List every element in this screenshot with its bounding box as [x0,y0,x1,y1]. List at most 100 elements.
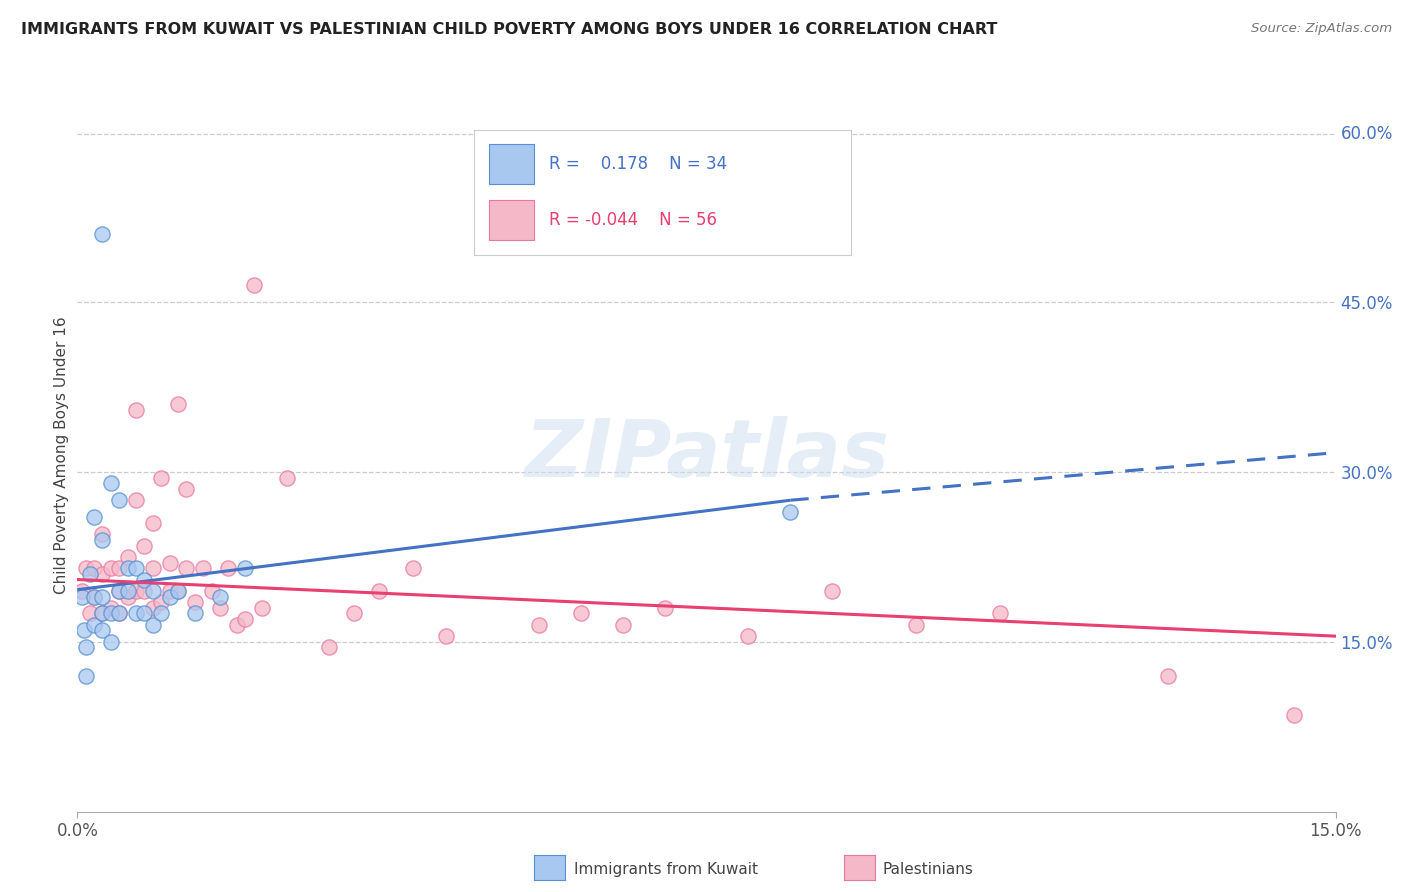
Point [276,470,298,484]
Point [233,561,256,575]
Point [436,629,458,643]
Point [569,607,592,621]
Point [100,561,122,575]
Point [108,607,131,621]
Point [91,624,114,638]
Point [233,612,256,626]
Point [343,607,366,621]
Point [91,566,114,581]
Point [125,583,148,598]
Point [100,476,122,491]
Point [108,561,131,575]
Point [108,493,131,508]
Bar [489,144,534,184]
Point [125,493,148,508]
Text: R =    0.178    N = 34: R = 0.178 N = 34 [550,155,727,173]
Point [91,590,114,604]
Point [167,583,190,598]
Bar [489,200,534,240]
Point [150,595,173,609]
Y-axis label: Child Poverty Among Boys Under 16: Child Poverty Among Boys Under 16 [53,316,69,594]
Point [117,583,139,598]
Point [142,583,165,598]
Point [1282,708,1305,723]
Text: Palestinians: Palestinians [883,863,974,877]
Point [142,516,165,530]
Point [200,583,222,598]
Point [134,539,156,553]
Point [83,617,105,632]
Point [117,561,139,575]
Point [167,397,190,411]
Point [100,600,122,615]
Point [159,590,181,604]
Point [91,227,114,241]
Point [108,607,131,621]
Point [91,607,114,621]
Point [402,561,425,575]
Point [191,561,215,575]
Point [176,482,198,496]
Point [108,583,131,598]
Point [117,590,139,604]
Point [250,600,273,615]
Text: Source: ZipAtlas.com: Source: ZipAtlas.com [1251,22,1392,36]
Point [83,510,105,524]
Point [208,590,231,604]
Point [150,470,173,484]
Point [184,607,207,621]
Point [91,527,114,541]
Point [125,607,148,621]
Point [159,556,181,570]
Point [125,561,148,575]
Point [73,624,96,638]
Point [318,640,340,655]
Point [125,402,148,417]
Point [79,566,101,581]
Text: Immigrants from Kuwait: Immigrants from Kuwait [574,863,758,877]
Point [242,278,264,293]
Point [75,640,97,655]
Point [70,583,93,598]
Point [83,590,105,604]
Point [134,607,156,621]
Point [91,533,114,547]
Point [905,617,928,632]
Point [821,583,844,598]
Point [368,583,391,598]
Point [91,607,114,621]
Point [217,561,239,575]
Point [117,549,139,564]
Point [100,607,122,621]
Text: IMMIGRANTS FROM KUWAIT VS PALESTINIAN CHILD POVERTY AMONG BOYS UNDER 16 CORRELAT: IMMIGRANTS FROM KUWAIT VS PALESTINIAN CH… [21,22,997,37]
Point [75,561,97,575]
Point [737,629,759,643]
Point [654,600,676,615]
Point [167,583,190,598]
Point [779,504,801,518]
Point [83,561,105,575]
Point [159,583,181,598]
Point [75,669,97,683]
Point [142,561,165,575]
Point [988,607,1011,621]
Point [527,617,550,632]
Point [79,607,101,621]
Point [100,635,122,649]
Point [108,583,131,598]
Point [142,600,165,615]
Point [134,573,156,587]
Point [184,595,207,609]
Point [83,590,105,604]
Point [225,617,247,632]
Point [1157,669,1180,683]
Point [150,607,173,621]
Point [176,561,198,575]
Point [70,590,93,604]
Text: R = -0.044    N = 56: R = -0.044 N = 56 [550,211,717,229]
Point [142,617,165,632]
Text: ZIPatlas: ZIPatlas [524,416,889,494]
Point [208,600,231,615]
Point [134,583,156,598]
Point [612,617,634,632]
